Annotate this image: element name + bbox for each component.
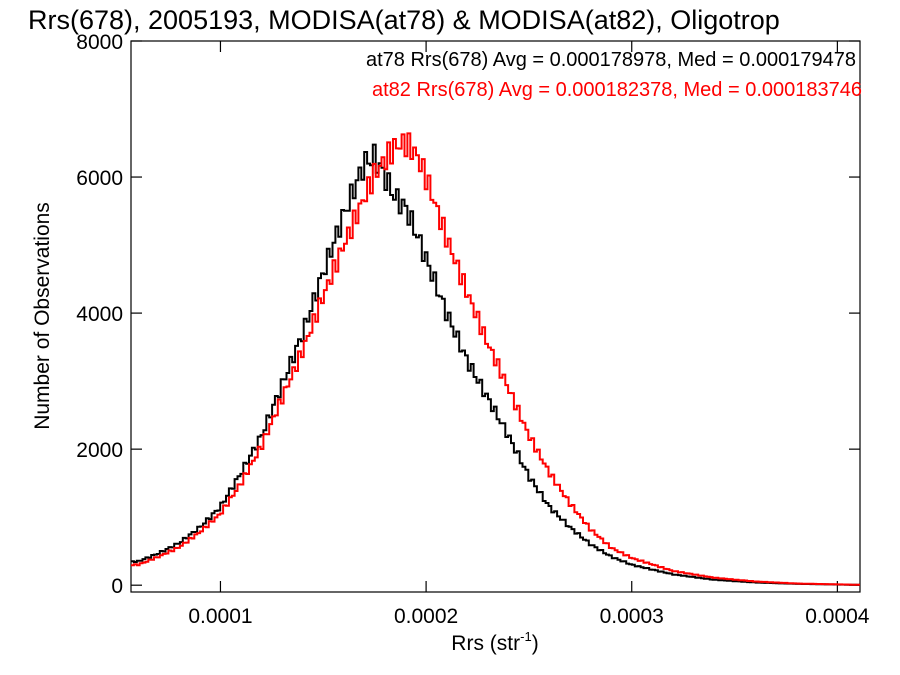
legend-entry-at82: at82 Rrs(678) Avg = 0.000182378, Med = 0… [372, 79, 862, 101]
y-tick-label: 0 [111, 575, 123, 598]
y-tick-label: 8000 [76, 31, 123, 54]
series-line-at82 [131, 132, 860, 586]
y-tick-label: 4000 [76, 303, 123, 326]
legend-entry-at78: at78 Rrs(678) Avg = 0.000178978, Med = 0… [366, 49, 856, 71]
series-line-at78 [131, 143, 861, 586]
x-tick-label: 0.0004 [805, 605, 870, 628]
x-axis-label-tail: ) [532, 632, 539, 655]
x-axis: 0.0001 0.0002 0.0003 0.0004 [188, 41, 870, 628]
plot-frame [130, 40, 861, 593]
x-tick-label: 0.0002 [394, 605, 458, 628]
y-axis: 0 2000 4000 6000 8000 [76, 31, 860, 598]
x-tick-label: 0.0003 [600, 605, 664, 628]
x-axis-label-main: Rrs (str [451, 632, 520, 655]
x-axis-label-sup: -1 [520, 629, 532, 644]
y-tick-label: 6000 [76, 167, 123, 190]
x-axis-label: Rrs (str-1) [451, 629, 538, 655]
y-axis-label: Number of Observations [31, 202, 54, 430]
chart-title: Rrs(678), 2005193, MODISA(at78) & MODISA… [28, 5, 780, 35]
y-tick-label: 2000 [76, 439, 123, 462]
series-layer [131, 132, 861, 586]
x-tick-label: 0.0001 [188, 605, 252, 628]
